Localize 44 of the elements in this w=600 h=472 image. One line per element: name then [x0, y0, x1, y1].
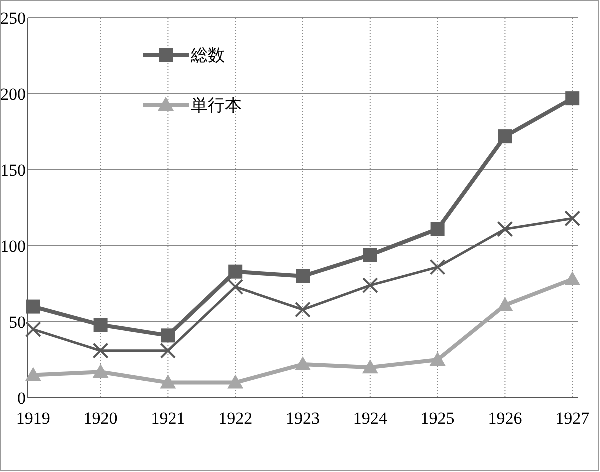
point — [566, 92, 580, 106]
point — [430, 352, 446, 366]
point — [564, 210, 581, 227]
point — [295, 302, 311, 318]
point — [362, 278, 378, 294]
x-tick-label: 1921 — [151, 409, 186, 428]
point — [295, 356, 311, 371]
x-tick-label: 1926 — [488, 409, 522, 428]
x-tick-label: 1923 — [286, 409, 320, 428]
point — [160, 374, 176, 389]
x-tick-label: 1919 — [16, 409, 50, 428]
point — [228, 279, 244, 296]
x-tick-label: 1920 — [84, 409, 118, 428]
y-tick-label: 150 — [0, 160, 26, 180]
x-tick-label: 1922 — [218, 409, 253, 428]
y-tick-label: 50 — [9, 312, 26, 332]
y-tick-label: 200 — [0, 84, 26, 104]
point — [497, 221, 514, 238]
point — [362, 360, 378, 374]
point — [430, 259, 446, 276]
legend-label: 単行本 — [191, 96, 242, 115]
point — [92, 364, 109, 378]
x-tick-label: 1925 — [420, 409, 455, 428]
point — [25, 367, 42, 382]
point — [498, 130, 512, 144]
point — [92, 342, 109, 359]
point — [160, 342, 176, 359]
legend-label: 総数 — [190, 46, 225, 65]
x-tick-label: 1924 — [353, 409, 388, 428]
point — [296, 269, 310, 284]
y-tick-label: 250 — [0, 8, 26, 28]
x-tick-label: 1927 — [556, 409, 590, 428]
point — [363, 248, 378, 262]
y-tick-label: 0 — [18, 388, 26, 408]
point — [564, 271, 581, 286]
y-tick-label: 100 — [0, 236, 26, 256]
point — [228, 264, 243, 279]
point — [25, 322, 42, 338]
point — [430, 222, 445, 236]
point — [228, 374, 244, 389]
point — [161, 328, 176, 343]
point — [94, 318, 108, 332]
point — [497, 297, 514, 312]
point — [26, 300, 40, 314]
